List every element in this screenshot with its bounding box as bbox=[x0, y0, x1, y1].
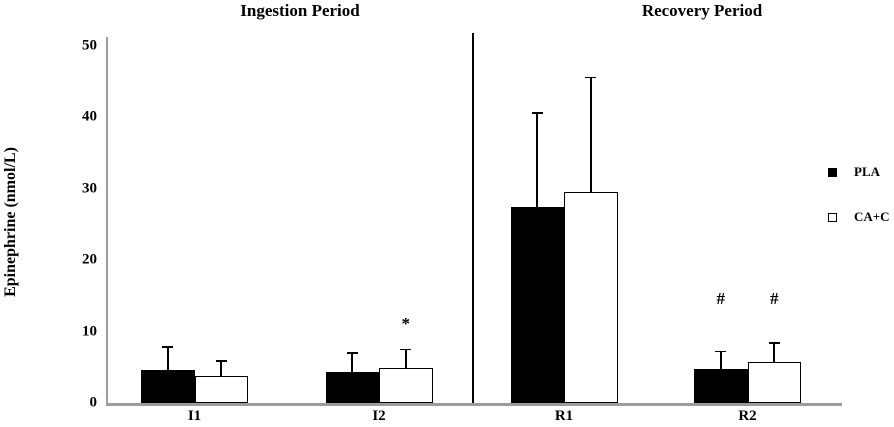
error-cap-CA+C-R1 bbox=[585, 76, 597, 79]
error-bar-CA+C-R2 bbox=[773, 343, 776, 362]
bar-PLA-R2 bbox=[694, 369, 748, 403]
y-axis-title: Epinephrine (nmol/L) bbox=[2, 147, 19, 297]
x-axis-label-R1: R1 bbox=[554, 408, 574, 424]
y-tick-label-0: 0 bbox=[89, 394, 98, 411]
x-axis-label-I2: I2 bbox=[372, 408, 386, 424]
annotation-#-R2-CA+C: # bbox=[770, 289, 779, 309]
bar-PLA-I2 bbox=[325, 371, 379, 403]
error-cap-PLA-I2 bbox=[346, 352, 358, 354]
legend-item-CA+C: CA+C bbox=[828, 209, 890, 225]
panel-divider-line bbox=[472, 33, 474, 403]
error-bar-PLA-I2 bbox=[351, 353, 354, 372]
bar-CA+C-I2 bbox=[379, 368, 433, 403]
error-bar-CA+C-I2 bbox=[404, 350, 407, 368]
y-tick-label-50: 50 bbox=[82, 37, 97, 54]
bar-CA+C-R2 bbox=[747, 361, 801, 403]
bar-PLA-I1 bbox=[141, 370, 195, 403]
error-bar-PLA-R2 bbox=[719, 352, 722, 370]
error-cap-PLA-R1 bbox=[531, 112, 543, 114]
legend-swatch-PLA bbox=[828, 167, 837, 177]
y-tick-label-40: 40 bbox=[82, 108, 97, 125]
error-cap-PLA-R2 bbox=[715, 350, 727, 353]
y-tick-label-30: 30 bbox=[82, 180, 97, 197]
left-panel-title: Ingestion Period bbox=[240, 1, 360, 20]
error-bar-CA+C-R1 bbox=[589, 78, 592, 193]
x-axis-line bbox=[106, 403, 842, 406]
legend-swatch-CA+C bbox=[828, 212, 837, 222]
bar-CA+C-R1 bbox=[564, 192, 618, 403]
error-bar-PLA-I1 bbox=[166, 348, 169, 371]
x-axis-label-I1: I1 bbox=[187, 408, 202, 424]
right-panel-title: Recovery Period bbox=[641, 1, 763, 20]
legend-label-PLA: PLA bbox=[854, 164, 880, 179]
bar-CA+C-I1 bbox=[194, 375, 248, 403]
annotation-#-R2-PLA: # bbox=[716, 289, 726, 309]
error-cap-CA+C-R2 bbox=[768, 342, 780, 344]
y-tick-label-10: 10 bbox=[82, 323, 97, 340]
y-axis-line bbox=[106, 37, 108, 403]
error-cap-PLA-I1 bbox=[162, 346, 174, 349]
x-axis-label-R2: R2 bbox=[738, 408, 757, 424]
legend-label-CA+C: CA+C bbox=[854, 209, 890, 224]
legend-item-PLA: PLA bbox=[828, 164, 880, 180]
annotation-*-I2-CA+C: * bbox=[401, 314, 411, 334]
error-cap-CA+C-I1 bbox=[215, 359, 227, 362]
error-cap-CA+C-I2 bbox=[400, 348, 412, 351]
error-bar-PLA-R1 bbox=[536, 113, 539, 207]
y-tick-label-20: 20 bbox=[82, 251, 97, 268]
error-bar-CA+C-I1 bbox=[220, 361, 223, 376]
bar-PLA-R1 bbox=[510, 206, 564, 403]
